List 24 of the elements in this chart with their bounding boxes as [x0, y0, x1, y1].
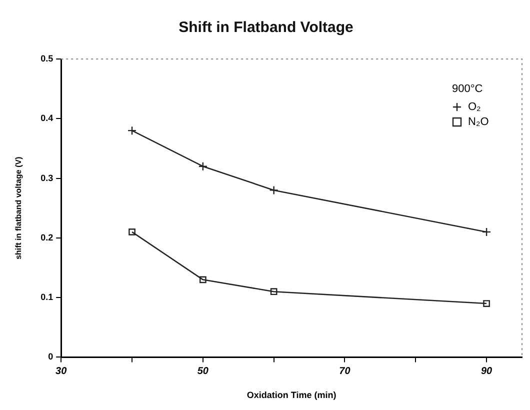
y-tick-label: 0.2 — [40, 232, 54, 242]
legend-label: O₂ — [468, 101, 481, 114]
point — [127, 126, 137, 136]
point — [483, 300, 490, 307]
y-tick-label: 0 — [48, 352, 54, 362]
y-tick-label: 0.4 — [40, 113, 54, 124]
y-tick-label: 0.5 — [40, 53, 54, 64]
legend-title: 900°C — [452, 83, 483, 96]
y-tick-label: 0.1 — [40, 292, 54, 302]
legend-label: N₂O — [468, 116, 490, 128]
point — [198, 162, 208, 171]
y-tick-label: 0.3 — [40, 172, 54, 183]
x-axis-title: Oxidation Time (min) — [246, 390, 336, 400]
point — [269, 186, 278, 195]
x-tick-label: 30 — [56, 366, 68, 377]
point — [199, 276, 206, 284]
point — [270, 288, 278, 296]
x-tick-label: 90 — [480, 366, 493, 377]
chart-title: Shift in Flatband Voltage — [178, 19, 354, 36]
x-tick-label: 50 — [197, 366, 209, 377]
x-tick-label: 70 — [339, 366, 351, 377]
point — [128, 228, 136, 236]
point — [482, 227, 492, 237]
y-axis-title: shift in flatband voltage (V) — [14, 156, 24, 260]
